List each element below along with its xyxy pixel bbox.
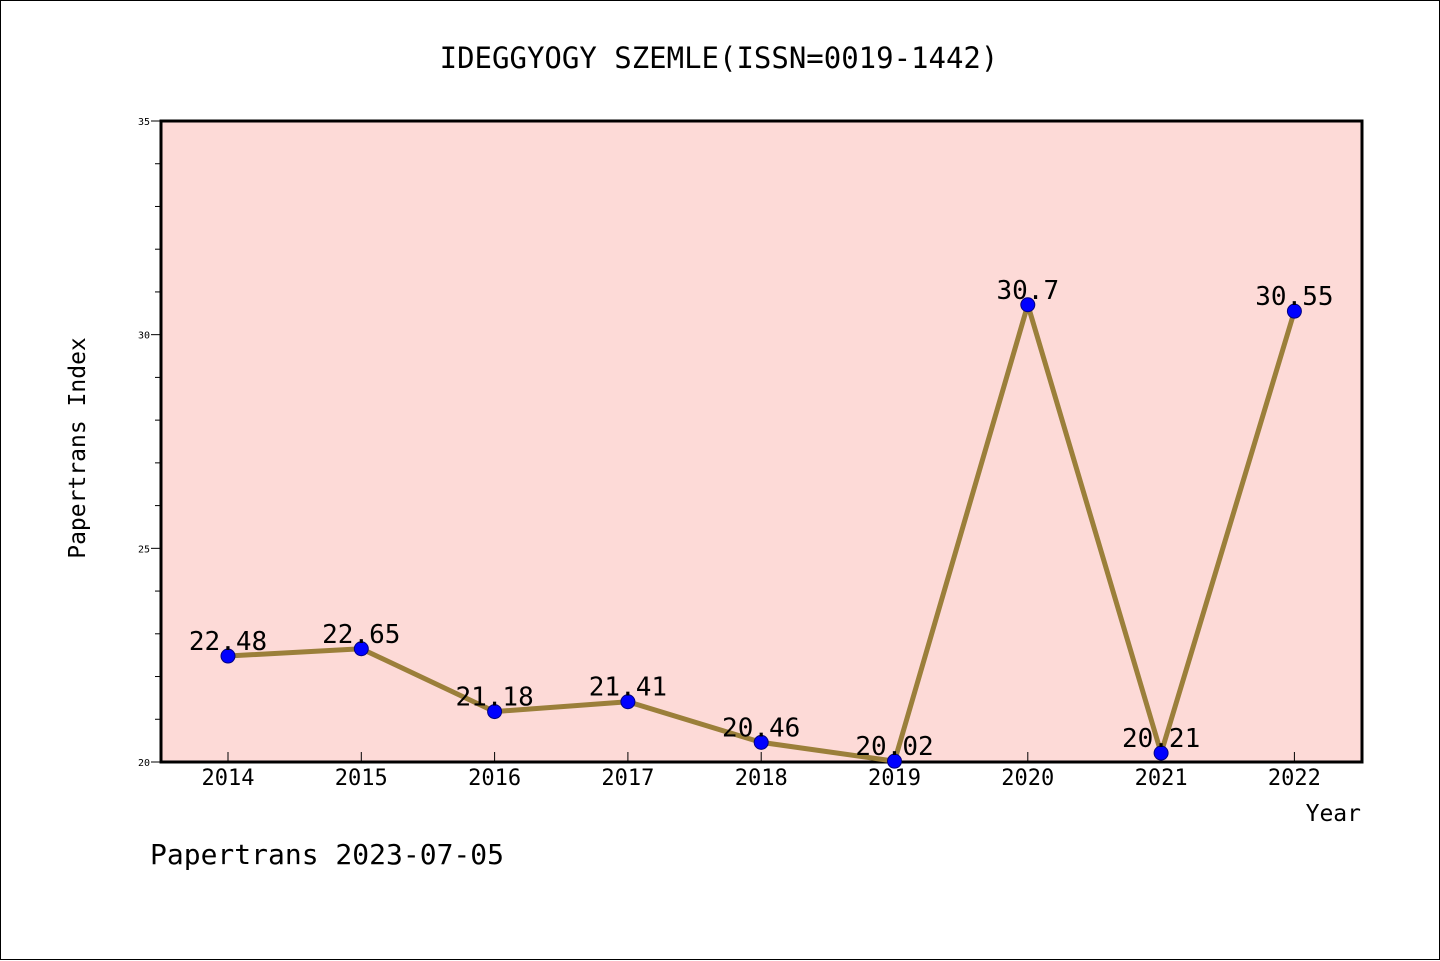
x-tick-label: 2017 <box>601 766 654 791</box>
x-axis: 2014 2015 2016 2017 2018 2019 2020 2021 2022 <box>202 752 1321 791</box>
plot-area <box>159 119 1364 764</box>
data-point <box>1153 745 1169 761</box>
data-label: 21.41 <box>589 673 667 703</box>
series-markers <box>220 297 1302 769</box>
y-tick-label: 30 <box>138 331 150 342</box>
y-tick-label: 25 <box>138 544 150 555</box>
data-labels: 22.48 22.65 21.18 21.41 20.46 20.02 30.7 20.21 3… <box>189 276 1334 762</box>
data-point <box>620 694 636 710</box>
x-tick-label: 2019 <box>868 766 921 791</box>
data-point <box>1286 303 1302 319</box>
data-label: 20.02 <box>855 732 933 762</box>
data-point <box>220 648 236 664</box>
data-label: 21.18 <box>455 683 533 713</box>
chart-title: IDEGGYOGY SZEMLE(ISSN=0019-1442) <box>440 41 999 75</box>
x-tick-label: 2015 <box>335 766 388 791</box>
y-tick-label: 35 <box>138 117 150 128</box>
y-axis-label: Papertrans Index <box>65 337 91 559</box>
x-tick-label: 2021 <box>1135 766 1188 791</box>
data-point <box>753 734 769 750</box>
footer-date-stamp: Papertrans 2023-07-05 <box>150 838 504 871</box>
data-label: 22.48 <box>189 627 267 657</box>
x-axis-label: Year <box>1306 801 1361 827</box>
x-tick-label: 2022 <box>1268 766 1321 791</box>
x-tick-label: 2020 <box>1001 766 1054 791</box>
y-tick-label: 20 <box>138 758 150 769</box>
data-label: 20.46 <box>722 713 800 743</box>
x-tick-label: 2016 <box>468 766 521 791</box>
data-label: 30.7 <box>996 276 1059 306</box>
data-point <box>353 641 369 657</box>
data-label: 30.55 <box>1255 282 1333 312</box>
x-tick-label: 2014 <box>202 766 255 791</box>
data-label: 22.65 <box>322 620 400 650</box>
data-point <box>1020 297 1036 313</box>
data-point <box>487 704 503 720</box>
data-point <box>887 753 902 769</box>
x-tick-label: 2018 <box>735 766 788 791</box>
y-axis: 20 25 30 35 <box>138 117 161 769</box>
data-label: 20.21 <box>1122 724 1200 754</box>
